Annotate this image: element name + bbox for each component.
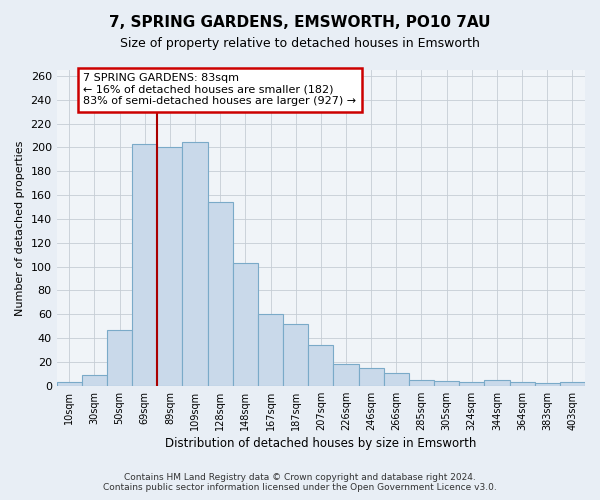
Bar <box>132 144 157 386</box>
X-axis label: Distribution of detached houses by size in Emsworth: Distribution of detached houses by size … <box>165 437 476 450</box>
Bar <box>157 148 182 386</box>
Text: Size of property relative to detached houses in Emsworth: Size of property relative to detached ho… <box>120 38 480 51</box>
Text: 7, SPRING GARDENS, EMSWORTH, PO10 7AU: 7, SPRING GARDENS, EMSWORTH, PO10 7AU <box>109 15 491 30</box>
Text: 7 SPRING GARDENS: 83sqm
← 16% of detached houses are smaller (182)
83% of semi-d: 7 SPRING GARDENS: 83sqm ← 16% of detache… <box>83 73 356 106</box>
Bar <box>434 381 459 386</box>
Bar <box>535 384 560 386</box>
Bar <box>308 346 334 386</box>
Y-axis label: Number of detached properties: Number of detached properties <box>15 140 25 316</box>
Bar <box>107 330 132 386</box>
Bar <box>233 263 258 386</box>
Bar <box>560 382 585 386</box>
Bar <box>334 364 359 386</box>
Text: Contains HM Land Registry data © Crown copyright and database right 2024.
Contai: Contains HM Land Registry data © Crown c… <box>103 473 497 492</box>
Bar <box>359 368 384 386</box>
Bar <box>509 382 535 386</box>
Bar <box>484 380 509 386</box>
Bar <box>56 382 82 386</box>
Bar <box>208 202 233 386</box>
Bar <box>182 142 208 386</box>
Bar <box>409 380 434 386</box>
Bar <box>459 382 484 386</box>
Bar <box>82 375 107 386</box>
Bar <box>258 314 283 386</box>
Bar <box>384 372 409 386</box>
Bar <box>283 324 308 386</box>
